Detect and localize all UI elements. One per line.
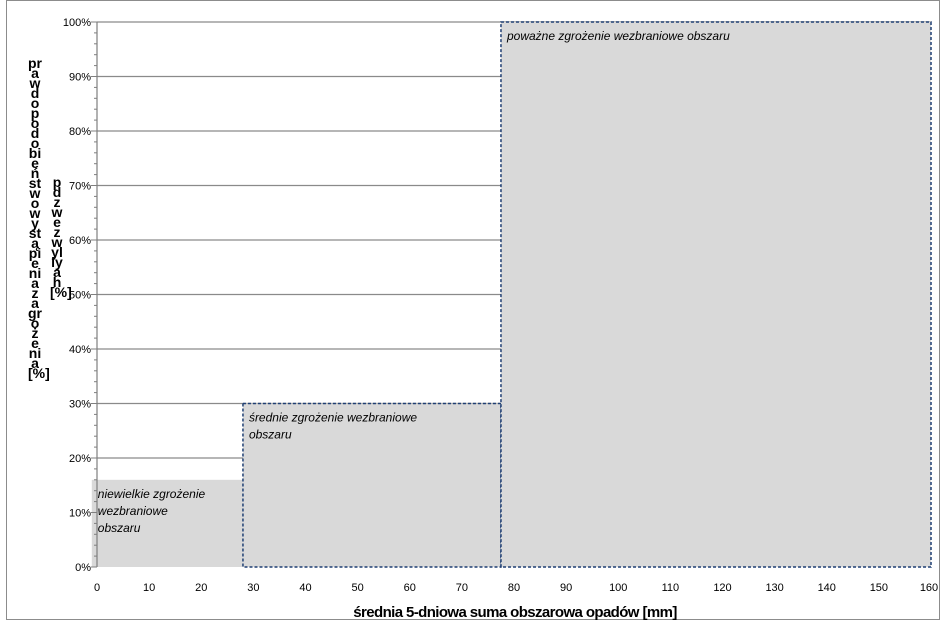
y-tick-label: 90% [69, 72, 91, 84]
y-tick-label: 50% [69, 290, 91, 302]
zone-label-1: średnie zgrożenie wezbraniowe obszaru [249, 411, 417, 442]
zone-label-line: niewielkie zgrożenie [98, 487, 206, 501]
y-tick-label: 100% [63, 17, 91, 29]
y-tick-label: 60% [69, 235, 91, 247]
zone-label-0: niewielkie zgrożenie wezbraniowe obszaru [98, 487, 206, 535]
x-tick-label: 50 [352, 582, 364, 594]
x-tick-label: 60 [404, 582, 416, 594]
zone-label-line: obszaru [249, 428, 292, 442]
x-tick-label: 100 [609, 582, 627, 594]
x-tick-label: 0 [94, 582, 100, 594]
zone-label-line: średnie zgrożenie wezbraniowe [249, 411, 417, 425]
y-axis-label-secondary: pdzwezwyllyah [%] [50, 174, 72, 300]
x-tick-label: 110 [662, 582, 680, 594]
chart-frame [6, 0, 940, 620]
y-tick-label: 80% [69, 126, 91, 138]
x-tick-label: 90 [560, 582, 572, 594]
zone-label-line: wezbraniowe [98, 504, 168, 518]
x-tick-label: 20 [195, 582, 207, 594]
x-tick-label: 70 [456, 582, 468, 594]
x-tick-label: 120 [713, 582, 731, 594]
zone-rect-2 [500, 21, 932, 568]
x-tick-label: 150 [870, 582, 888, 594]
x-axis-label: średnia 5-dniowa suma obszarowa opadów [… [353, 604, 677, 621]
zone-label-line: poważne zgrożenie wezbraniowe obszaru [506, 29, 730, 43]
zone-rect-0 [91, 479, 243, 567]
x-tick-label: 80 [508, 582, 520, 594]
y-tick-label: 70% [69, 181, 91, 193]
axes [91, 21, 98, 568]
y-tick-label: 0% [75, 562, 91, 574]
zone-label-line: obszaru [98, 521, 141, 535]
x-tick-label: 160 [920, 582, 938, 594]
x-tick-label: 40 [299, 582, 311, 594]
x-tick-label: 10 [143, 582, 155, 594]
zones: niewielkie zgrożenie wezbraniowe obszaruśr… [91, 21, 932, 568]
x-tick-label: 30 [247, 582, 259, 594]
x-tick-label: 140 [818, 582, 836, 594]
y-tick-label: 30% [69, 399, 91, 411]
y-tick-label: 20% [69, 453, 91, 465]
y-tick-label: 40% [69, 344, 91, 356]
tick-labels: 0% 10% 20% 30% 40% 50% 60% 70% 80% 90% 100% 0 10 20 30… [63, 17, 938, 594]
zone-rect-1 [242, 402, 502, 568]
y-axis-label: prawdopodobieństwo wystąpienia zagrożeni… [28, 55, 50, 381]
zone-label-2: poważne zgrożenie wezbraniowe obszaru [506, 29, 730, 43]
x-tick-label: 130 [765, 582, 783, 594]
y-tick-label: 10% [69, 508, 91, 520]
